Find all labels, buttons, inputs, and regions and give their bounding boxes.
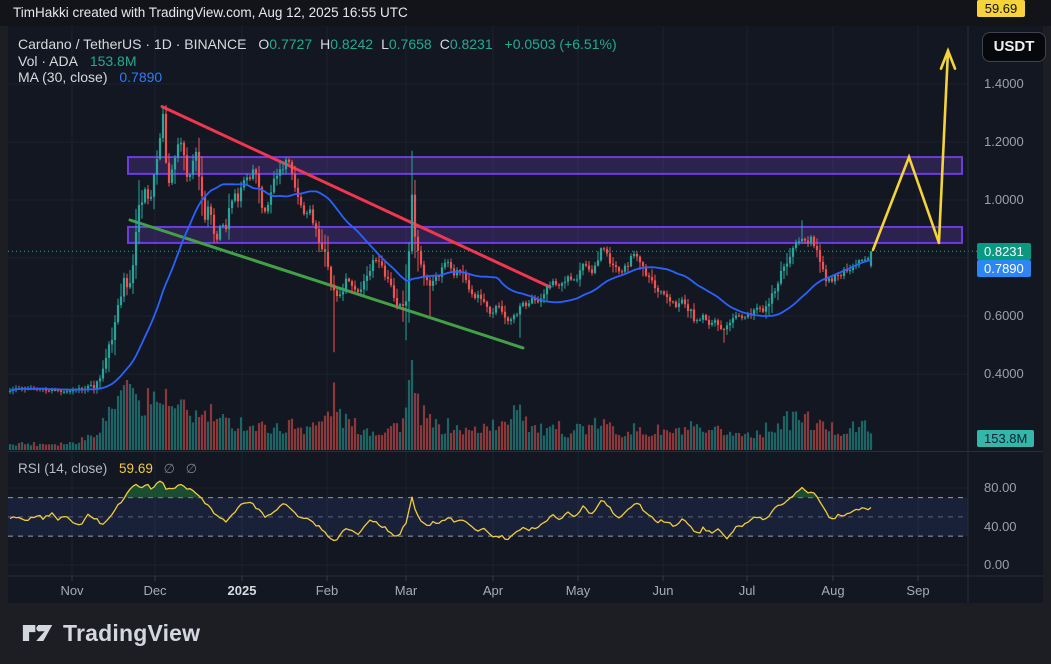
ohlc-value: 0.8231 [449,36,493,52]
chart-widget[interactable] [8,26,1043,603]
ma-value-badge: 0.7890 [977,260,1031,278]
rsi-legend: RSI (14, close) 59.69 ∅ ∅ [18,461,197,477]
time-axis-label-2025[interactable]: 2025 [227,583,257,598]
price-tick-label: 1.0000 [984,192,1024,207]
price-tick-label: 1.2000 [984,134,1024,149]
time-axis-label-Feb[interactable]: Feb [315,583,339,598]
price-tick-label: 0.6000 [984,308,1024,323]
last-price-badge: 0.8231 [977,242,1031,260]
ohlc-key: L [381,36,389,52]
time-axis-label-Nov[interactable]: Nov [60,583,84,598]
time-axis-label-Mar[interactable]: Mar [394,583,418,598]
time-axis-label-Sep[interactable]: Sep [906,583,930,598]
time-axis-label-Jul[interactable]: Jul [738,583,756,598]
tradingview-logo[interactable]: TradingView [22,617,200,649]
ohlc-value: 0.8242 [330,36,374,52]
symbol-title[interactable]: Cardano / TetherUS · 1D · BINANCE [18,36,247,52]
ohlc-key: O [258,36,270,52]
chart-legend: Cardano / TetherUS · 1D · BINANCE O0.772… [18,36,617,86]
time-axis-label-Dec[interactable]: Dec [143,583,167,598]
attribution-bar: TimHakki created with TradingView.com, A… [0,0,1051,26]
ohlc-key: C [439,36,450,52]
price-tick-label: 0.4000 [984,366,1024,381]
tradingview-logo-icon [22,625,53,641]
legend-ma-row: MA (30, close) 0.7890 [18,69,617,86]
time-axis-label-May[interactable]: May [565,583,591,598]
rsi-title[interactable]: RSI (14, close) [18,461,108,476]
rsi-empty-icon: ∅ [163,461,175,476]
ohlc-value: 0.7727 [269,36,313,52]
time-axis-label-Apr[interactable]: Apr [482,583,504,598]
currency-toggle-button[interactable]: USDT [982,32,1046,62]
rsi-badge: 59.69 [977,0,1025,17]
rsi-tick-label: 40.00 [984,518,1017,534]
ohlc-key: H [320,36,331,52]
tradingview-logo-text: TradingView [63,619,201,646]
legend-symbol-row: Cardano / TetherUS · 1D · BINANCE O0.772… [18,36,617,53]
time-axis-label-Aug[interactable]: Aug [821,583,845,598]
ma-value: 0.7890 [119,69,163,85]
legend-volume-row: Vol · ADA 153.8M [18,53,617,70]
rsi-empty-icon: ∅ [185,461,198,476]
ohlc-value: 0.7658 [388,36,432,52]
ohlc-values: O0.7727 H0.8242 L0.7658 C0.8231 [258,36,500,52]
ma-label: MA (30, close) [18,69,108,85]
rsi-tick-label: 0.00 [984,557,1010,572]
attribution-text: TimHakki created with TradingView.com, A… [13,5,408,20]
volume-badge: 153.8M [977,429,1035,447]
time-axis-label-Jun[interactable]: Jun [652,583,674,598]
volume-value: 153.8M [89,52,137,69]
rsi-value: 59.69 [119,461,153,476]
rsi-tick-label: 80.00 [984,480,1017,495]
price-tick-label: 1.4000 [984,76,1024,91]
change-value: +0.0503 (+6.51%) [504,36,617,52]
volume-label: Vol · ADA [18,52,78,69]
